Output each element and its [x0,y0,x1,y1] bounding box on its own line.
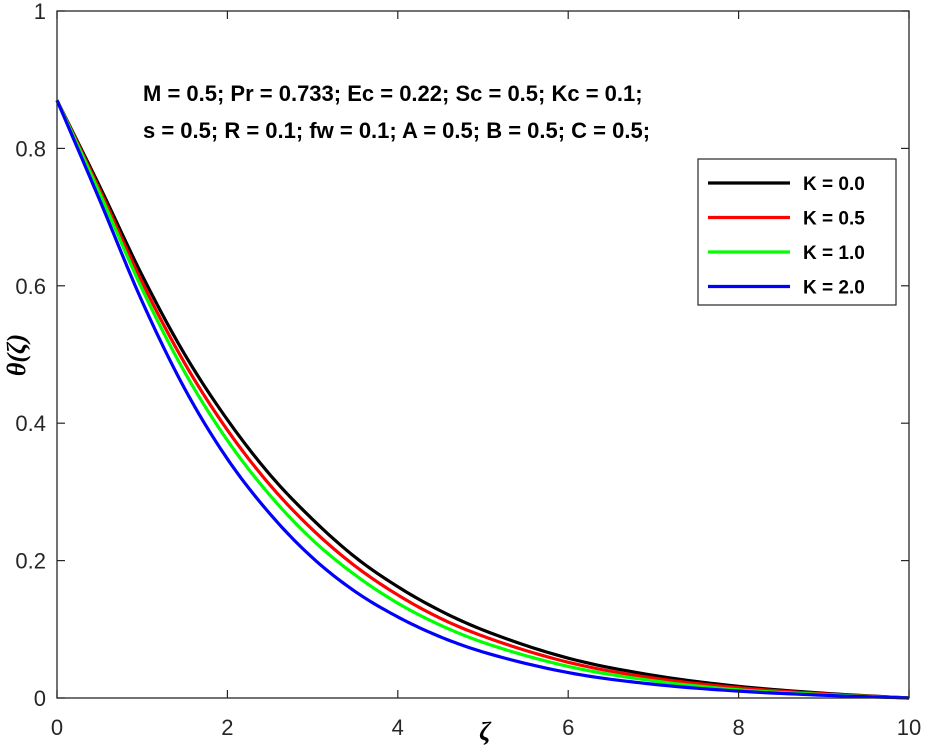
annotation-line-2: s = 0.5; R = 0.1; fw = 0.1; A = 0.5; B =… [143,118,650,143]
x-tick-labels: 0 2 4 6 8 10 [51,715,921,740]
x-tick-label: 4 [392,715,404,740]
series-line-2 [55,99,910,700]
series-line-1 [55,99,910,700]
legend-label-2: K = 1.0 [803,243,865,264]
legend-items: K = 0.0 K = 0.5 K = 1.0 K = 2.0 [708,174,865,299]
x-tick-label: 0 [51,715,63,740]
y-tick-label: 1 [34,0,46,24]
y-tick-labels: 0 0.2 0.4 0.6 0.8 1 [15,0,46,711]
plot-background [57,11,909,698]
x-tick-label: 6 [562,715,574,740]
plot-frame [56,10,910,699]
x-tick-label: 2 [221,715,233,740]
y-tick-label: 0.6 [15,274,46,299]
legend-label-1: K = 0.5 [803,209,865,230]
y-tick-label: 0.8 [15,136,46,161]
x-tick-label: 10 [897,715,921,740]
legend-box [697,158,897,306]
series-line-0 [55,99,910,700]
x-axis-title: ζ [479,717,492,746]
x-tick-label: 8 [732,715,744,740]
y-axis-title: θ(ζ) [2,334,31,376]
series-line-3 [55,99,910,700]
y-tick-label: 0 [34,686,46,711]
legend-label-3: K = 2.0 [803,278,865,299]
annotation-line-1: M = 0.5; Pr = 0.733; Ec = 0.22; Sc = 0.5… [143,81,643,106]
axis-ticks [56,10,910,699]
legend-label-0: K = 0.0 [803,174,865,195]
series-lines [55,99,910,700]
y-tick-label: 0.4 [15,411,46,436]
legend: K = 0.0 K = 0.5 K = 1.0 K = 2.0 [697,158,897,306]
y-tick-label: 0.2 [15,549,46,574]
